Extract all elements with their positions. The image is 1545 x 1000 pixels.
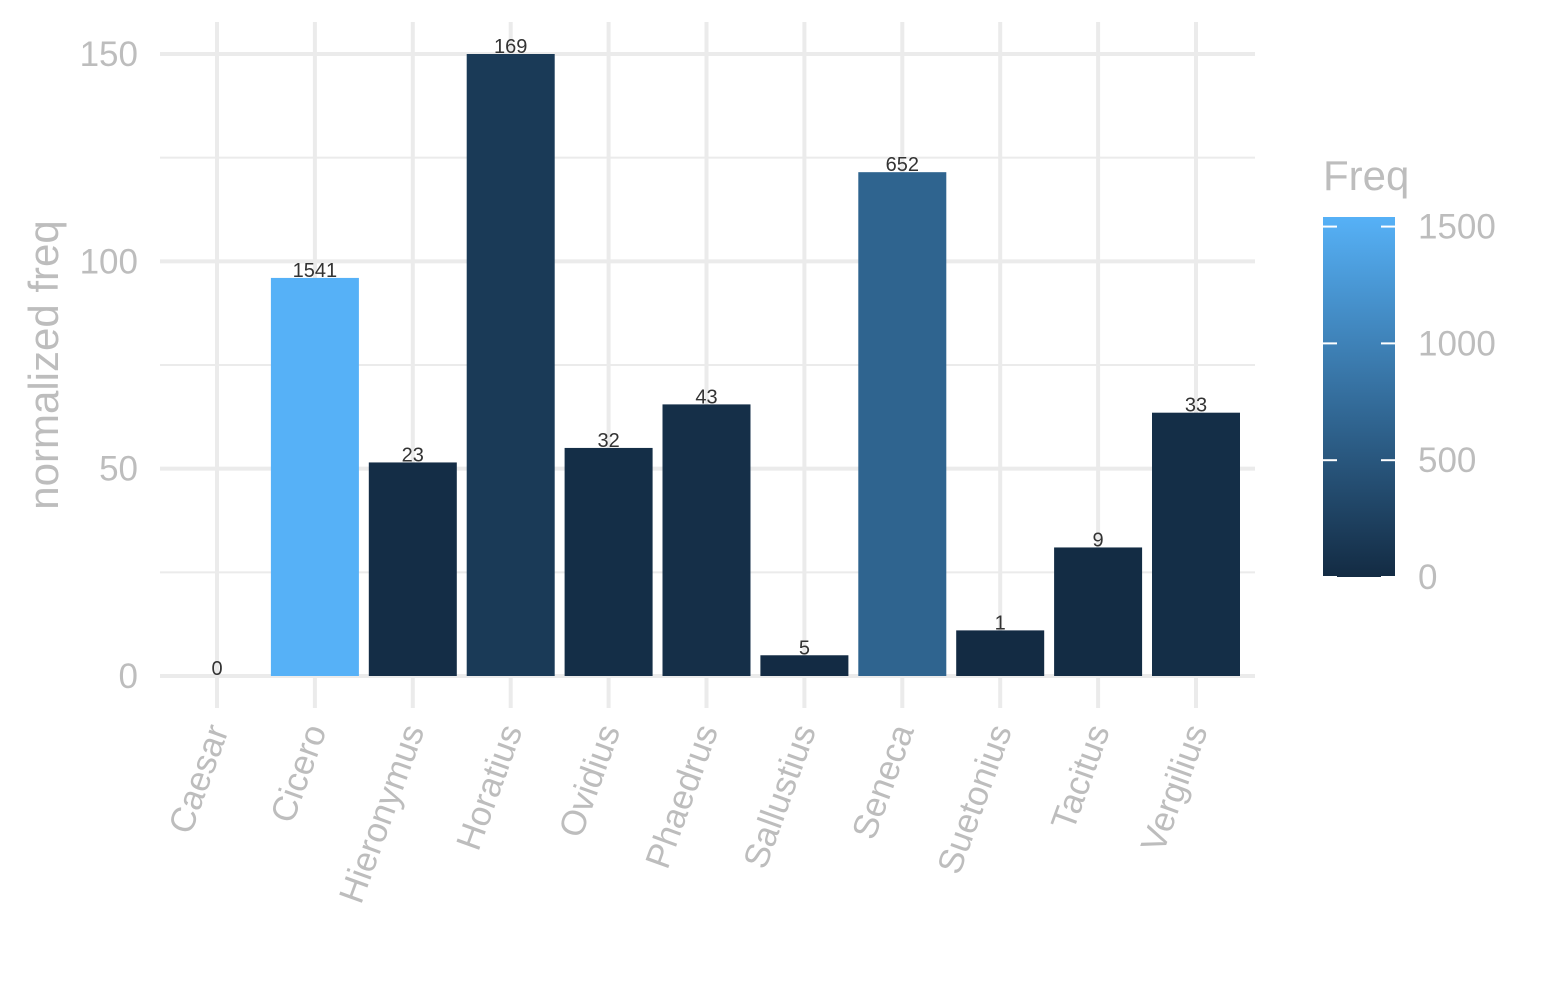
y-tick-label: 50: [99, 450, 138, 489]
data-label: 1: [995, 612, 1006, 634]
x-tick-label: Tacitus: [1044, 719, 1118, 835]
x-tick-label: Ovidius: [552, 719, 629, 842]
data-label: 652: [886, 154, 919, 176]
bar-ovidius: [564, 447, 653, 676]
x-tick-label: Vergilius: [1134, 719, 1216, 857]
x-tick-label: Hieronymus: [332, 719, 433, 908]
data-labels: 0 1541 23 169 32 43 5 652 1 9 33: [211, 36, 1207, 680]
legend: Freq 0 500 1000 1500: [1323, 152, 1496, 597]
legend-tick-label: 500: [1418, 441, 1476, 480]
data-label: 9: [1093, 529, 1104, 551]
legend-tick-label: 1500: [1418, 208, 1496, 247]
data-label: 5: [799, 637, 810, 659]
data-label: 169: [494, 36, 527, 58]
x-tick-label: Cicero: [263, 719, 334, 827]
data-label: 0: [211, 658, 222, 680]
x-tick-label: Seneca: [845, 719, 922, 844]
data-label: 32: [597, 430, 619, 452]
bar-phaedrus: [662, 404, 751, 676]
legend-colorbar: [1323, 217, 1395, 577]
data-label: 1541: [293, 260, 338, 282]
bar-vergilius: [1152, 412, 1240, 676]
x-tick-label: Horatius: [449, 719, 530, 855]
y-axis-title: normalized freq: [20, 220, 67, 509]
x-tick-label: Phaedrus: [638, 719, 726, 873]
y-tick-label: 150: [80, 35, 138, 74]
data-label: 43: [695, 386, 717, 408]
bar-hieronymus: [368, 462, 457, 676]
bar-sallustius: [760, 655, 849, 676]
data-label: 23: [402, 444, 424, 466]
x-tick-label: Suetonius: [930, 719, 1020, 879]
y-axis: 0 50 100 150: [80, 35, 138, 696]
bar-tacitus: [1054, 547, 1143, 676]
data-label: 33: [1185, 395, 1207, 417]
y-tick-label: 100: [80, 242, 138, 281]
bar-horatius: [466, 54, 555, 676]
bar-suetonius: [956, 630, 1045, 676]
bars: [270, 54, 1240, 676]
legend-tick-label: 1000: [1418, 324, 1496, 363]
bar-seneca: [858, 172, 947, 676]
x-tick-label: Sallustius: [736, 719, 824, 873]
legend-title: Freq: [1323, 152, 1409, 199]
legend-tick-label: 0: [1418, 558, 1437, 597]
y-tick-label: 0: [119, 657, 138, 696]
bar-cicero: [270, 277, 359, 676]
x-tick-label: Caesar: [161, 719, 236, 839]
